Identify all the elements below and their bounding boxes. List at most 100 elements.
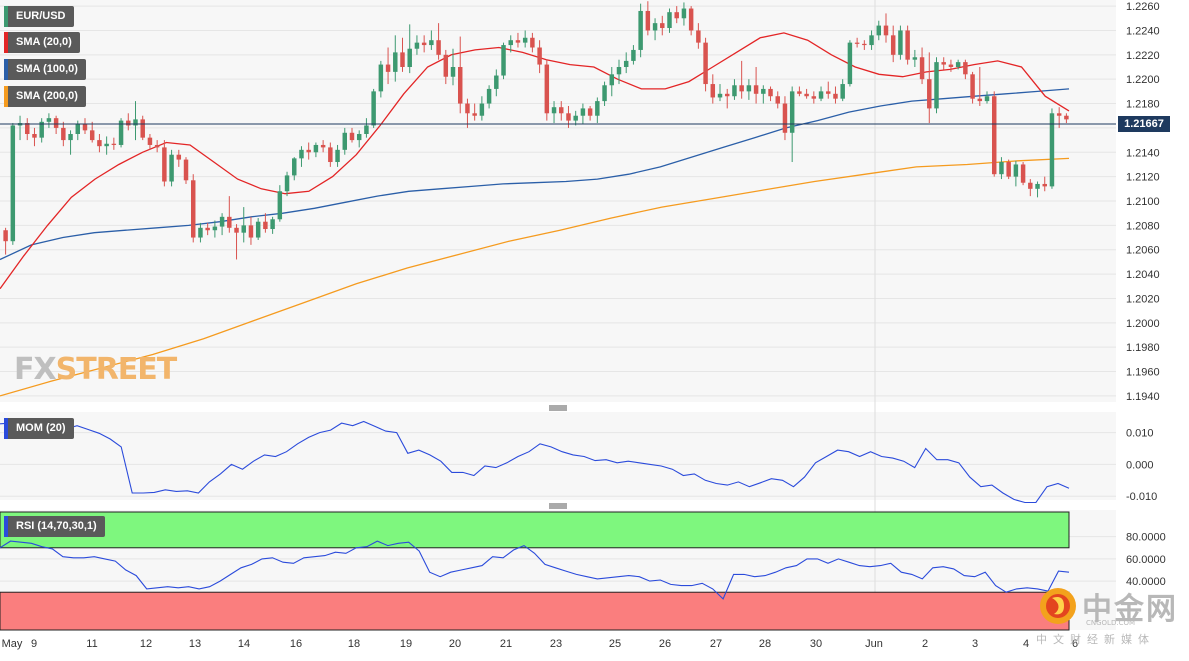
- legend-sma200[interactable]: SMA (200,0): [4, 86, 86, 107]
- candle-body: [68, 134, 73, 141]
- candle-body: [313, 144, 319, 153]
- candle-body: [573, 115, 578, 121]
- candle-body: [118, 120, 124, 145]
- y-tick-label: 1.2240: [1126, 25, 1160, 37]
- candle-body: [306, 149, 311, 153]
- candle-body: [862, 43, 867, 46]
- candle-body: [566, 113, 571, 121]
- candle-body: [775, 96, 780, 104]
- sma200-line: [0, 157, 1070, 397]
- candle-body: [638, 10, 643, 50]
- candle-body: [385, 64, 391, 72]
- fxstreet-watermark-street: STREET: [55, 352, 178, 387]
- candle-body: [854, 42, 860, 44]
- candle-body: [667, 12, 672, 29]
- legend-mom-label: MOM (20): [16, 422, 66, 434]
- candle-body: [919, 57, 925, 80]
- mom-panel-background: [0, 412, 1116, 500]
- rsi-oversold-zone: [0, 591, 1070, 631]
- panel-resize-handle[interactable]: [549, 503, 567, 509]
- candle-body: [948, 64, 954, 67]
- candle-body: [761, 88, 766, 94]
- candle-body: [299, 149, 304, 159]
- legend-sma20[interactable]: SMA (20,0): [4, 32, 80, 53]
- x-tick-label: 26: [659, 638, 671, 650]
- y-tick-label: 1.1980: [1126, 342, 1160, 354]
- y-tick-label: 1.2040: [1126, 269, 1160, 281]
- cngold-name: 中金网: [1082, 592, 1178, 627]
- candle-body: [1013, 164, 1019, 177]
- candle-body: [753, 85, 759, 94]
- candle-body: [335, 149, 340, 163]
- candle-body: [292, 158, 297, 176]
- candle-body: [739, 85, 744, 92]
- candle-body: [429, 40, 434, 46]
- y-tick-label: 1.2020: [1126, 293, 1160, 305]
- candle-body: [3, 230, 8, 242]
- legend-mom[interactable]: MOM (20): [4, 418, 74, 439]
- candle-body: [977, 98, 983, 102]
- candle-body: [797, 91, 802, 94]
- x-tick-label: 28: [759, 638, 771, 650]
- candle-body: [847, 42, 853, 85]
- y-tick-label: 1.1940: [1126, 391, 1160, 403]
- candle-body: [356, 134, 362, 141]
- candle-body: [710, 84, 716, 98]
- rsi-tick-label: 40.0000: [1126, 576, 1166, 588]
- candle-body: [652, 23, 658, 31]
- mom-tick-label: 0.010: [1126, 428, 1154, 440]
- candle-body: [746, 85, 752, 92]
- mom-tick-label: -0.010: [1126, 491, 1157, 503]
- panel-resize-handle[interactable]: [549, 405, 567, 411]
- x-tick-label: 18: [348, 638, 360, 650]
- candle-body: [609, 74, 615, 86]
- candle-body: [364, 125, 369, 134]
- candle-body: [414, 42, 420, 49]
- candle-body: [371, 91, 376, 126]
- candle-body: [927, 79, 932, 109]
- candle-body: [89, 130, 95, 141]
- x-tick-label: 14: [238, 638, 250, 650]
- candle-body: [616, 67, 622, 75]
- y-tick-label: 1.2260: [1126, 1, 1160, 13]
- candle-body: [522, 37, 528, 43]
- candle-body: [681, 8, 687, 19]
- candle-body: [688, 8, 694, 31]
- candle-body: [284, 175, 290, 192]
- legend-rsi-label: RSI (14,70,30,1): [16, 520, 97, 532]
- grid-lines: [0, 0, 1116, 630]
- candle-body: [198, 227, 203, 238]
- candle-body: [703, 42, 708, 85]
- candle-body: [602, 85, 607, 102]
- legend-sma200-label: SMA (200,0): [16, 90, 78, 102]
- candle-body: [717, 93, 723, 98]
- y-tick-label: 1.2220: [1126, 50, 1160, 62]
- x-tick-label: May: [2, 638, 23, 650]
- candle-body: [190, 180, 196, 238]
- legend-sma100[interactable]: SMA (100,0): [4, 59, 86, 80]
- candle-body: [530, 37, 535, 48]
- candle-body: [378, 64, 384, 92]
- x-tick-label: 27: [710, 638, 722, 650]
- axis-labels: 1.22601.22401.22201.22001.21801.21601.21…: [2, 1, 1166, 650]
- indicator-lines: [0, 420, 1070, 600]
- candle-body: [61, 127, 66, 141]
- x-tick-label: 16: [290, 638, 302, 650]
- candle-body: [472, 113, 477, 116]
- legend-rsi[interactable]: RSI (14,70,30,1): [4, 516, 105, 537]
- candle-body: [782, 103, 788, 133]
- candle-body: [342, 132, 348, 150]
- candle-body: [890, 35, 896, 55]
- candle-body: [559, 107, 564, 114]
- candle-body: [833, 93, 838, 99]
- y-tick-label: 1.2140: [1126, 147, 1160, 159]
- legend-symbol[interactable]: EUR/USD: [4, 6, 74, 27]
- y-tick-label: 1.2200: [1126, 74, 1160, 86]
- candle-body: [270, 219, 275, 230]
- mom-tick-label: 0.000: [1126, 459, 1154, 471]
- candle-body: [1056, 113, 1062, 116]
- candle-body: [162, 147, 167, 182]
- candle-body: [75, 124, 81, 134]
- candle-body: [421, 42, 427, 46]
